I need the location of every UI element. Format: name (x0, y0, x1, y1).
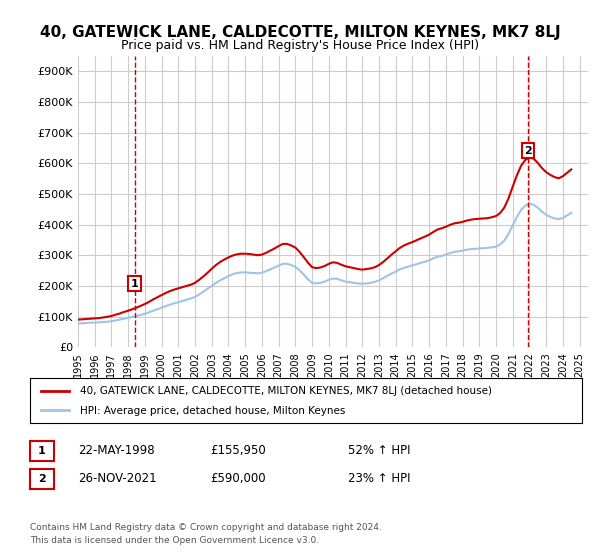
Text: Contains HM Land Registry data © Crown copyright and database right 2024.: Contains HM Land Registry data © Crown c… (30, 523, 382, 532)
Text: 1: 1 (131, 279, 139, 288)
Text: This data is licensed under the Open Government Licence v3.0.: This data is licensed under the Open Gov… (30, 536, 319, 545)
Text: 2: 2 (524, 146, 532, 156)
Text: 1: 1 (38, 446, 46, 456)
Text: 2: 2 (38, 474, 46, 484)
Text: Price paid vs. HM Land Registry's House Price Index (HPI): Price paid vs. HM Land Registry's House … (121, 39, 479, 52)
Text: 22-MAY-1998: 22-MAY-1998 (78, 444, 155, 458)
Text: 52% ↑ HPI: 52% ↑ HPI (348, 444, 410, 458)
Text: 40, GATEWICK LANE, CALDECOTTE, MILTON KEYNES, MK7 8LJ (detached house): 40, GATEWICK LANE, CALDECOTTE, MILTON KE… (80, 386, 491, 396)
Text: £155,950: £155,950 (210, 444, 266, 458)
Text: 23% ↑ HPI: 23% ↑ HPI (348, 472, 410, 486)
Text: 40, GATEWICK LANE, CALDECOTTE, MILTON KEYNES, MK7 8LJ: 40, GATEWICK LANE, CALDECOTTE, MILTON KE… (40, 25, 560, 40)
Text: 26-NOV-2021: 26-NOV-2021 (78, 472, 157, 486)
Text: HPI: Average price, detached house, Milton Keynes: HPI: Average price, detached house, Milt… (80, 406, 345, 416)
Text: £590,000: £590,000 (210, 472, 266, 486)
